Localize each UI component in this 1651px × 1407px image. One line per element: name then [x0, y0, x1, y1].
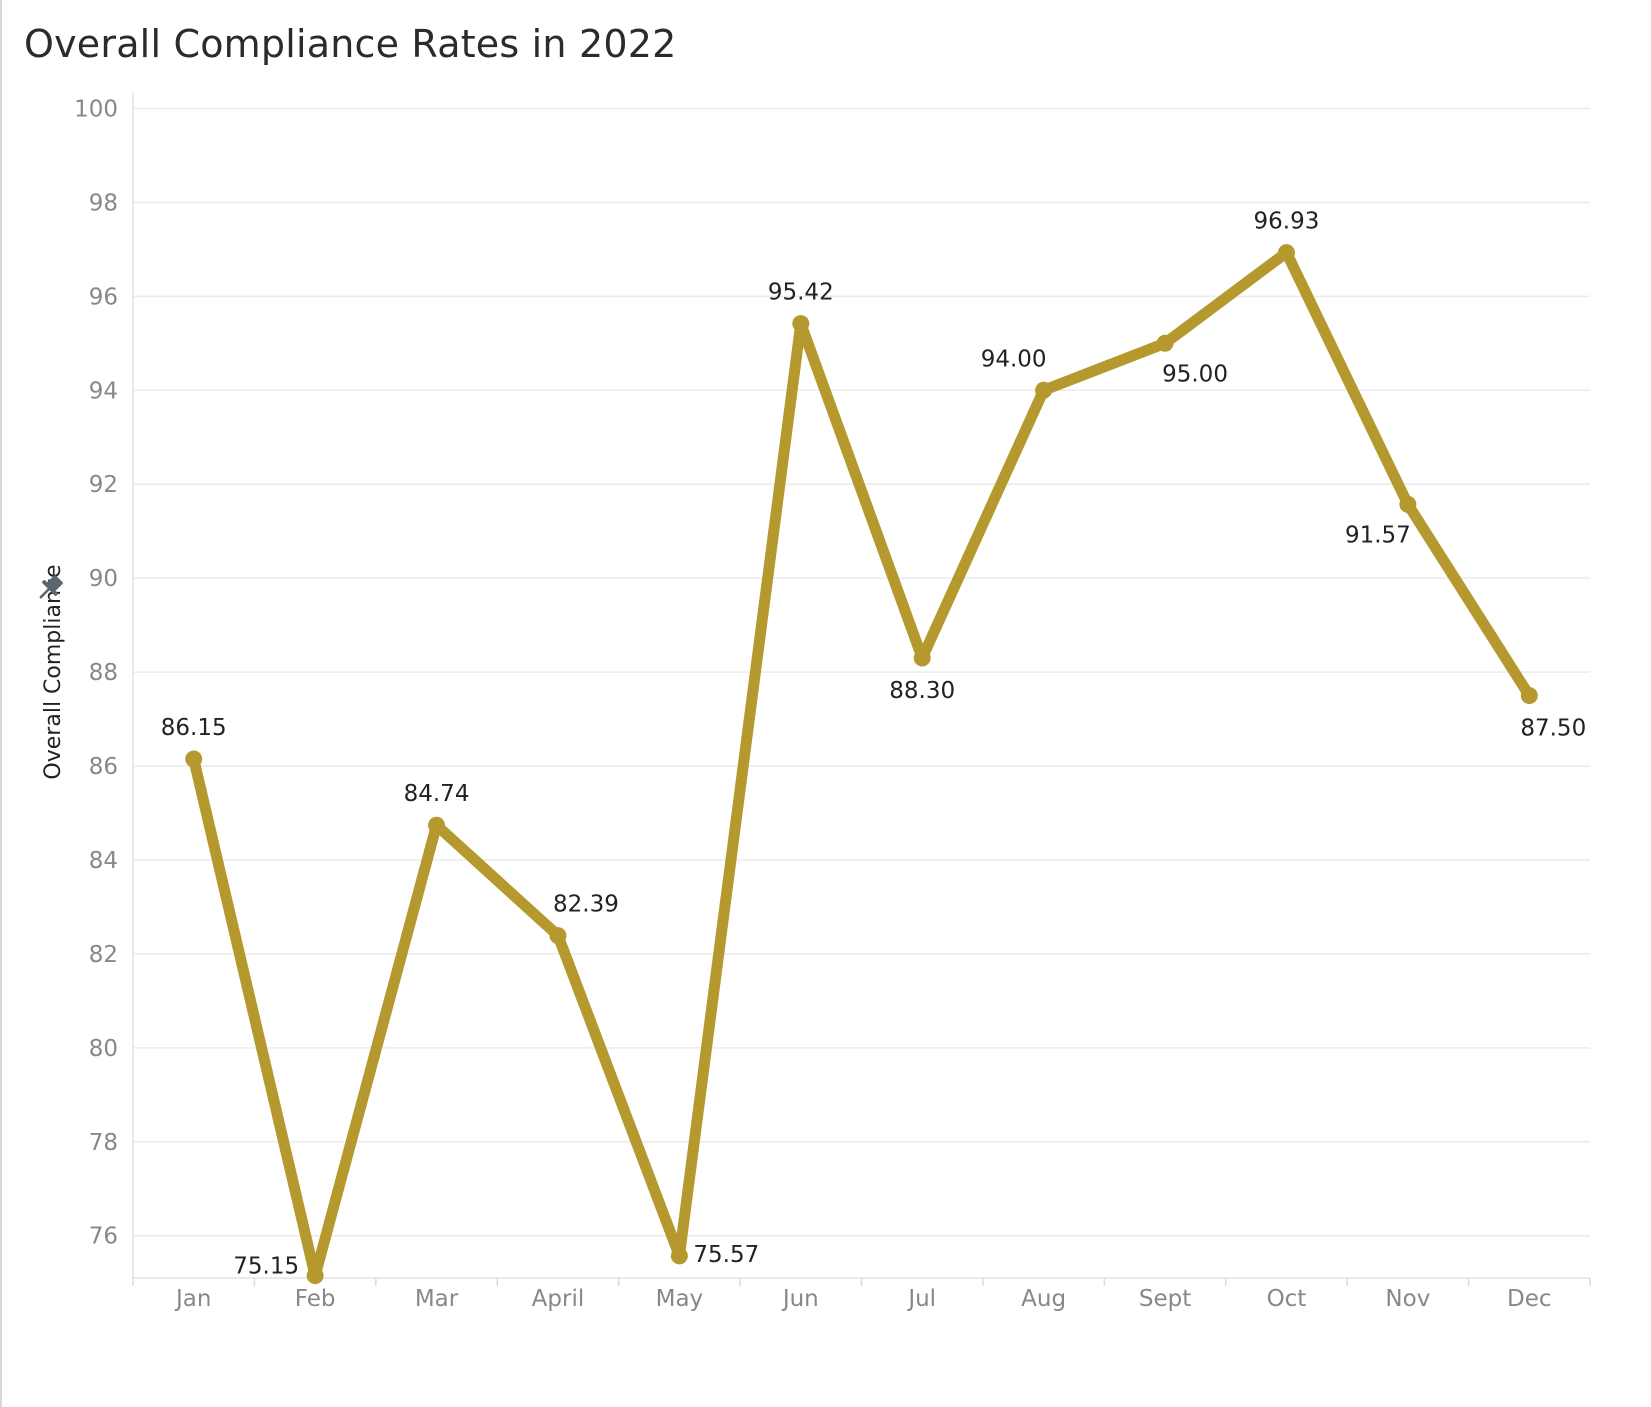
- y-tick-label: 82: [89, 942, 118, 968]
- data-labels: 86.15 75.15 84.74 82.39 75.57 95.42 88.30 94.00…: [161, 209, 1586, 1280]
- data-point[interactable]: [1399, 495, 1417, 513]
- x-tick-label: Jul: [906, 1286, 936, 1312]
- y-tick-label: 84: [89, 848, 118, 874]
- data-label: 91.57: [1345, 522, 1411, 548]
- chart-title: Overall Compliance Rates in 2022: [24, 22, 677, 66]
- x-tick-label: Sept: [1139, 1286, 1191, 1312]
- grid-lines: [133, 107, 1590, 1237]
- y-tick-label: 94: [89, 378, 118, 404]
- y-axis-title: Overall Compliance: [41, 564, 66, 779]
- axes: [132, 92, 1590, 1279]
- data-point[interactable]: [1156, 334, 1174, 352]
- data-label: 75.15: [233, 1254, 299, 1280]
- left-border: [0, 0, 2, 1407]
- data-point[interactable]: [792, 315, 810, 333]
- data-point[interactable]: [1520, 687, 1538, 705]
- y-axis-label: Overall Compliance: [41, 564, 66, 779]
- data-label: 95.42: [768, 280, 834, 306]
- y-tick-labels: 76 78 80 82 84 86 88 90 92 94 96 98 100: [74, 96, 118, 1249]
- x-tick-label: Dec: [1507, 1286, 1552, 1312]
- series-polyline: [188, 247, 1535, 1282]
- x-tick-label: Oct: [1267, 1286, 1307, 1312]
- data-label: 94.00: [981, 346, 1047, 372]
- series-line: [188, 247, 1535, 1282]
- data-label: 82.39: [553, 892, 619, 918]
- data-label: 87.50: [1520, 716, 1586, 742]
- data-point[interactable]: [428, 816, 446, 834]
- data-label: 95.00: [1162, 361, 1228, 387]
- x-tick-label: April: [532, 1286, 585, 1312]
- y-tick-label: 92: [89, 472, 118, 498]
- y-tick-label: 76: [89, 1224, 118, 1250]
- x-tick-label: May: [656, 1286, 704, 1312]
- data-label: 96.93: [1254, 209, 1320, 235]
- x-tick-label: Aug: [1021, 1286, 1066, 1312]
- y-tick-label: 98: [89, 190, 118, 216]
- data-point[interactable]: [185, 750, 203, 768]
- x-tick-labels: Jan Feb Mar April May Jun Jul Aug Sept Oct Nov Dec: [132, 1278, 1591, 1312]
- x-tick-label: Nov: [1385, 1286, 1430, 1312]
- y-tick-label: 96: [89, 284, 118, 310]
- data-label: 75.57: [693, 1242, 759, 1268]
- data-label: 86.15: [161, 715, 227, 741]
- pin-icon[interactable]: [34, 572, 67, 605]
- y-tick-label: 90: [89, 566, 118, 592]
- data-point[interactable]: [306, 1267, 324, 1285]
- y-tick-label: 100: [74, 96, 118, 122]
- y-tick-label: 86: [89, 754, 118, 780]
- data-point[interactable]: [1277, 244, 1295, 262]
- y-tick-label: 78: [89, 1130, 118, 1156]
- x-tick-label: Mar: [415, 1286, 459, 1312]
- y-tick-label: 88: [89, 660, 118, 686]
- data-point[interactable]: [1035, 381, 1053, 399]
- x-tick-label: Jun: [781, 1286, 819, 1312]
- y-tick-label: 80: [89, 1036, 118, 1062]
- x-tick-label: Jan: [174, 1286, 211, 1312]
- data-points: [185, 244, 1538, 1285]
- data-point[interactable]: [670, 1247, 688, 1265]
- data-label: 84.74: [404, 781, 470, 807]
- x-tick-label: Feb: [295, 1286, 336, 1312]
- data-label: 88.30: [889, 678, 955, 704]
- data-point[interactable]: [913, 649, 931, 667]
- data-point[interactable]: [549, 927, 567, 945]
